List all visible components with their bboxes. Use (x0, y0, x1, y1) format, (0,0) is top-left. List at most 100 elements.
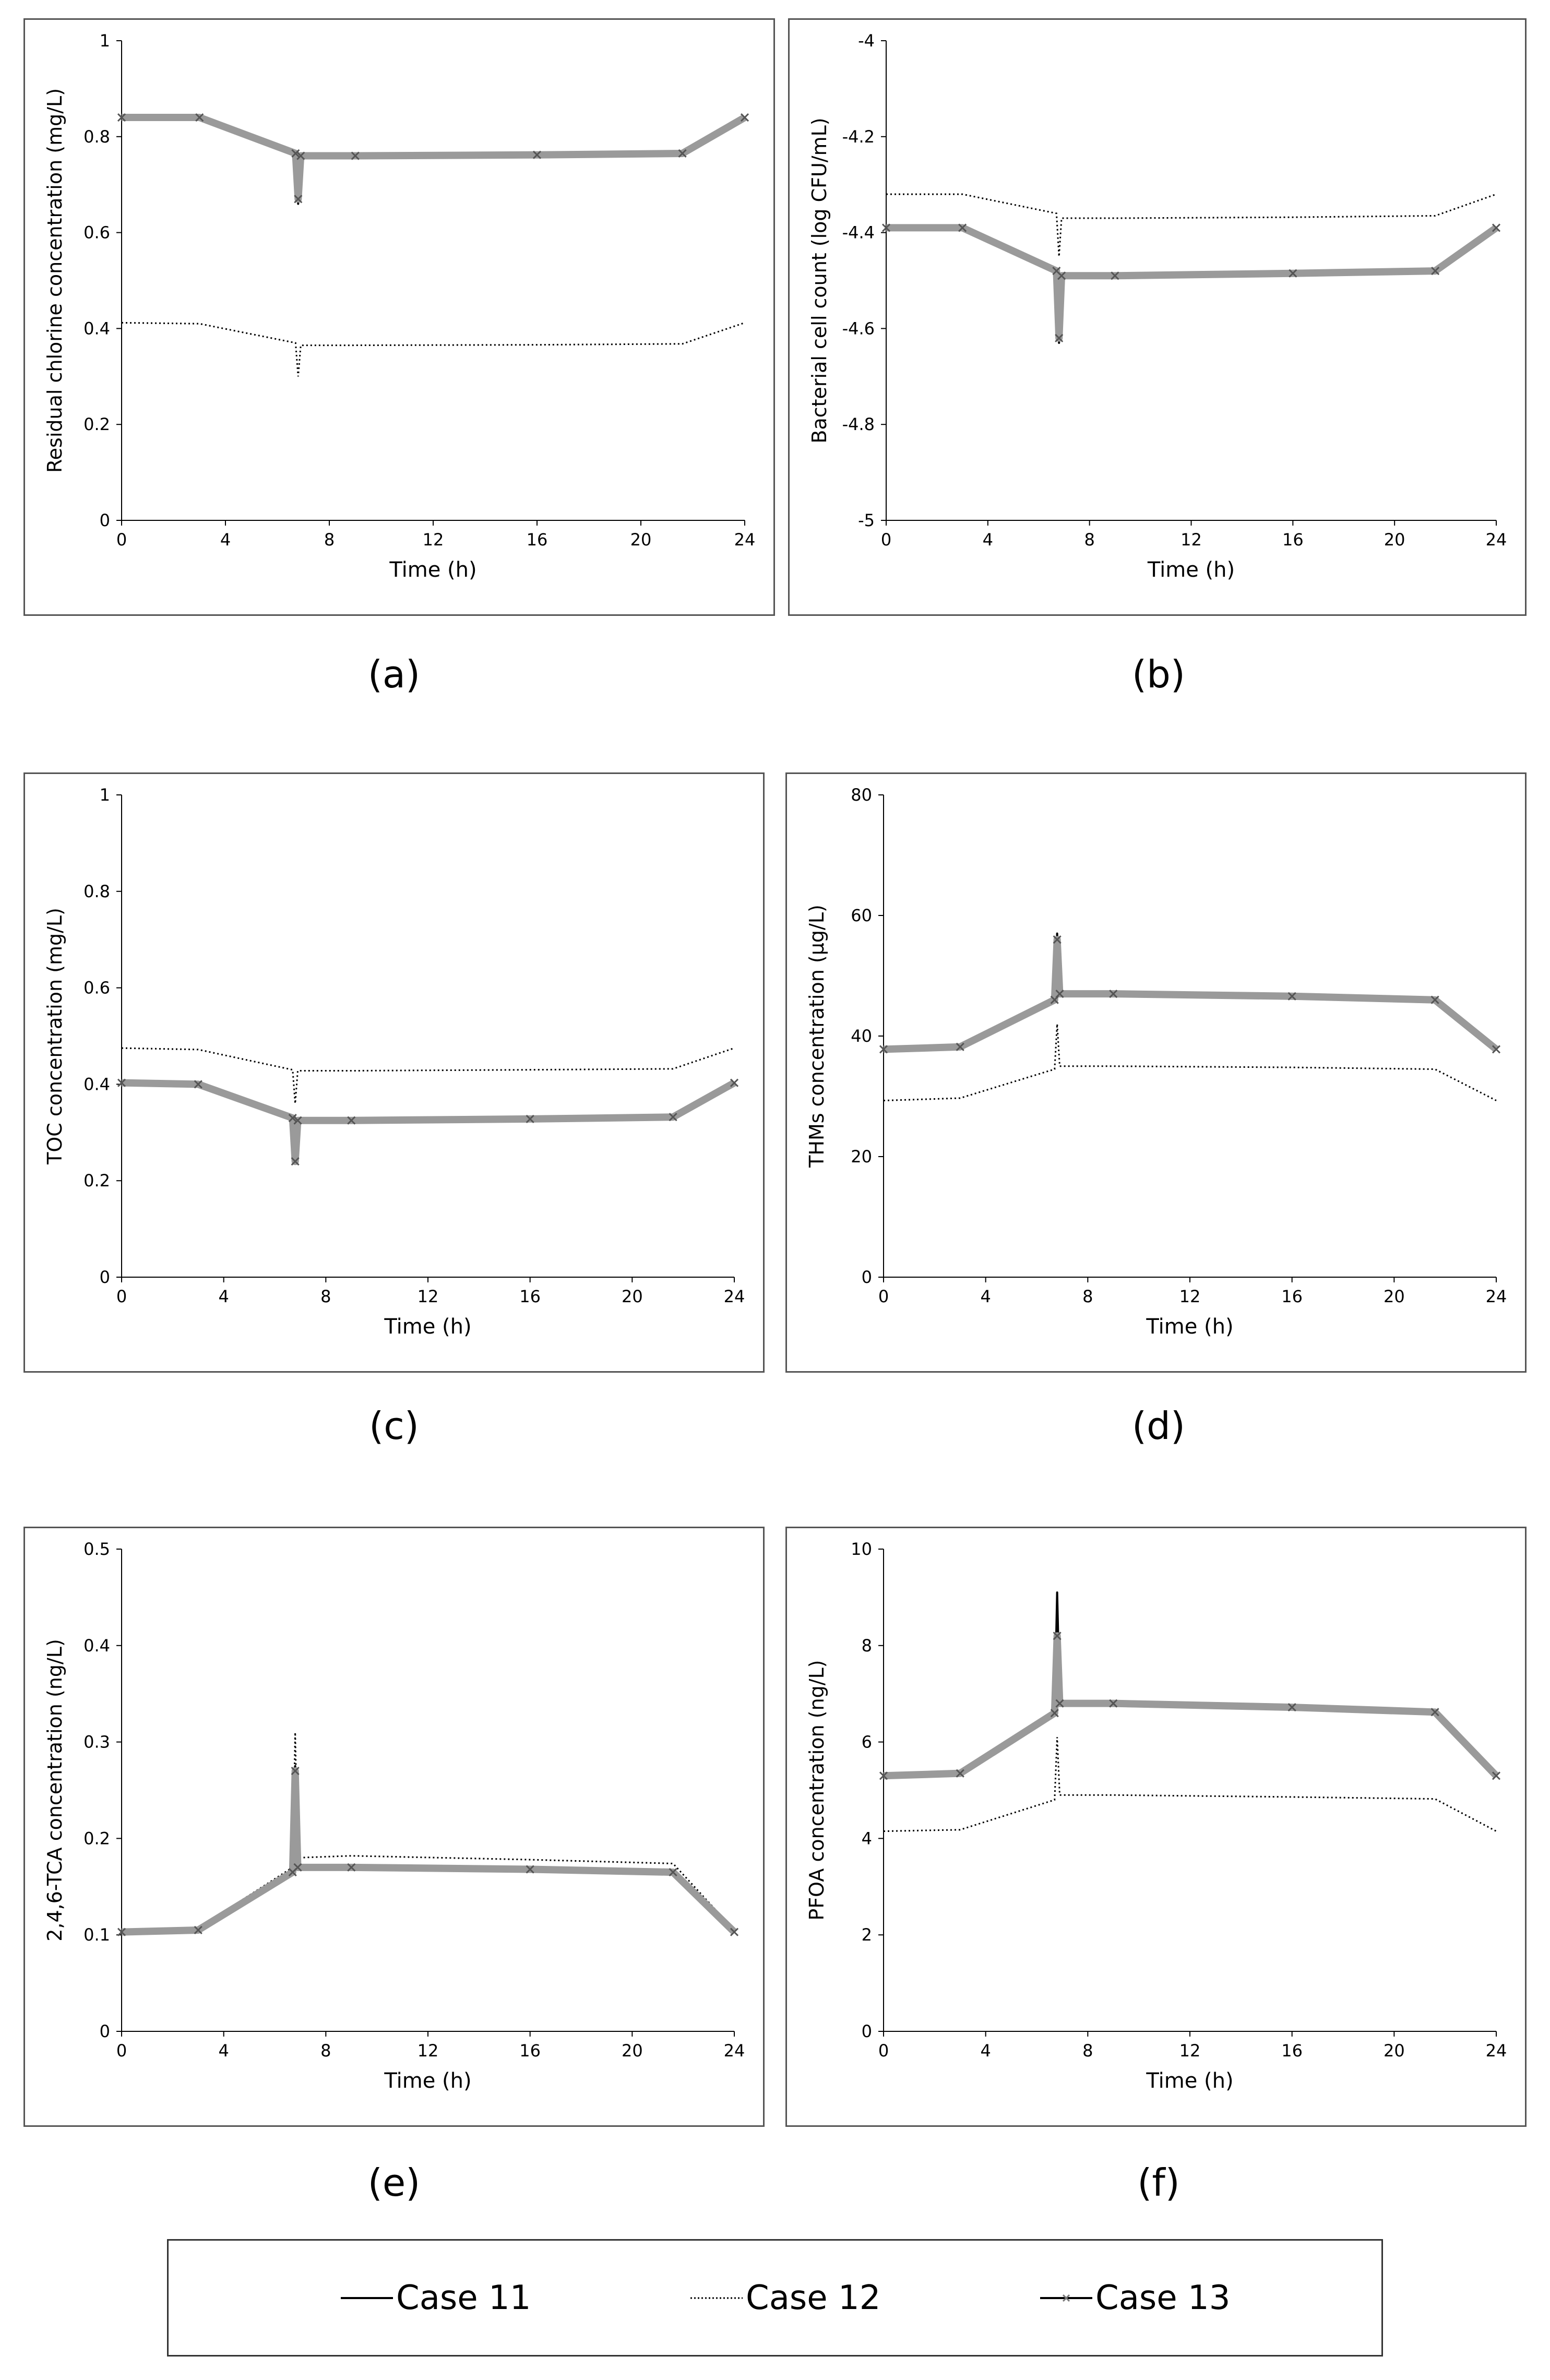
x-axis-title: Time (h) (1146, 1315, 1233, 1339)
legend-item-case-12: Case 12 (690, 2241, 880, 2355)
x-tick-label: 12 (418, 2041, 439, 2061)
series-marker-case-13 (730, 1927, 739, 1936)
y-tick-label: 6 (862, 1732, 872, 1752)
series-line-case-12 (121, 322, 745, 377)
series-marker-case-13 (881, 223, 891, 232)
x-tick-label: 8 (320, 1287, 331, 1306)
series-marker-case-13 (532, 150, 542, 159)
series-line-case-11 (122, 116, 745, 205)
series-marker-case-13 (1287, 1703, 1296, 1712)
series-marker-case-13 (1053, 935, 1062, 944)
legend-label-case-11: Case 11 (396, 2278, 531, 2317)
x-tick-label: 4 (980, 1287, 991, 1306)
x-tick-label: 4 (980, 2041, 991, 2061)
y-tick-label: 20 (851, 1147, 872, 1167)
series-line-case-13 (121, 1767, 737, 1936)
x-tick-label: 8 (1082, 2041, 1093, 2061)
y-tick-label: 0 (100, 1267, 110, 1287)
y-tick-label: 10 (851, 1539, 872, 1559)
x-tick-label: 8 (320, 2041, 331, 2061)
series-line-case-11 (121, 1765, 735, 1933)
series-marker-case-13 (956, 1769, 964, 1778)
x-tick-label: 8 (1084, 530, 1094, 550)
y-tick-label: 0.8 (84, 882, 110, 901)
caption-a: (a) (367, 652, 421, 696)
x-tick-label: 16 (1281, 2041, 1303, 2061)
x-tick-label: 24 (724, 2041, 745, 2061)
x-tick-label: 20 (1384, 530, 1405, 550)
x-axis-title: Time (h) (1147, 558, 1235, 582)
series-marker-case-13 (678, 149, 687, 158)
x-tick-label: 12 (1181, 530, 1202, 550)
series-marker-case-13 (1111, 271, 1119, 280)
caption-c: (c) (369, 1404, 419, 1448)
y-tick-label: 1 (100, 31, 110, 51)
x-tick-label: 24 (1486, 530, 1507, 550)
chart-panel-a: 0 0.2 0.4 0.6 0.8 1 0 4 8 12 16 20 24 Time (h) Residua… (23, 18, 775, 616)
x-tick-label: 12 (423, 530, 444, 550)
y-tick-label: -5 (858, 510, 875, 530)
legend-swatch-case-12 (690, 2297, 743, 2299)
x-tick-label: 20 (622, 2041, 643, 2061)
legend-item-case-13: Case 13 (1040, 2241, 1230, 2355)
y-tick-label: 0.5 (84, 1539, 110, 1559)
x-tick-label: 16 (519, 2041, 541, 2061)
chart-d-svg: 0 20 40 60 80 0 4 8 12 16 20 24 Time (h) THMs concent… (805, 785, 1507, 1339)
legend-label-case-12: Case 12 (746, 2278, 881, 2317)
series-marker-case-13 (1431, 267, 1440, 276)
y-tick-label: 0.2 (84, 1828, 110, 1848)
chart-a-svg: 0 0.2 0.4 0.6 0.8 1 0 4 8 12 16 20 24 Time (h) Residua… (43, 31, 756, 582)
series-marker-case-13 (117, 1078, 126, 1087)
series-marker-case-13 (1053, 1632, 1062, 1640)
series-marker-case-13 (194, 1080, 202, 1089)
series-line-case-12 (121, 1732, 735, 1931)
series-marker-case-13 (117, 113, 126, 122)
series-marker-case-13 (956, 1042, 964, 1051)
y-axis-title: Residual chlorine concentration (mg/L) (43, 88, 66, 473)
x-axis-title: Time (h) (384, 1315, 471, 1339)
x-tick-label: 8 (324, 530, 335, 550)
y-tick-label: 1 (100, 785, 110, 805)
series-marker-case-13 (291, 1766, 300, 1776)
series-marker-case-13 (117, 1927, 126, 1936)
series-marker-case-13 (669, 1113, 677, 1122)
x-axis-title: Time (h) (384, 2069, 471, 2093)
x-tick-label: 0 (116, 1287, 127, 1306)
x-tick-label: 16 (527, 530, 548, 550)
series-marker-case-13 (291, 1157, 300, 1166)
y-tick-label: 60 (851, 906, 872, 925)
x-axis-title: Time (h) (389, 558, 476, 582)
series-marker-case-13 (194, 1925, 202, 1935)
series-marker-case-13 (1492, 1771, 1501, 1780)
caption-b: (b) (1132, 652, 1185, 696)
x-tick-label: 12 (418, 1287, 439, 1306)
series-marker-case-13 (296, 151, 305, 160)
series-marker-case-13 (195, 113, 204, 122)
x-tick-label: 12 (1179, 1287, 1201, 1306)
chart-panel-e: 0 0.1 0.2 0.3 0.4 0.5 0 4 8 12 16 20 24 Time (h) 2,4,6… (23, 1527, 765, 2127)
y-tick-label: -4.2 (842, 127, 875, 147)
y-tick-label: -4.4 (842, 223, 875, 243)
series-marker-case-13 (291, 149, 300, 158)
x-tick-label: 24 (1486, 1287, 1507, 1306)
series-marker-case-13 (879, 1771, 888, 1780)
x-tick-label: 0 (878, 2041, 889, 2061)
y-tick-label: 0.6 (84, 978, 110, 998)
x-tick-label: 0 (878, 1287, 889, 1306)
x-tick-label: 20 (630, 530, 652, 550)
series-marker-case-13 (1492, 223, 1501, 232)
series-marker-case-13 (1492, 1045, 1501, 1054)
y-tick-label: 0 (862, 1267, 872, 1287)
chart-panel-d: 0 20 40 60 80 0 4 8 12 16 20 24 Time (h) THMs concent… (785, 772, 1527, 1373)
series-marker-case-13 (879, 1045, 888, 1054)
series-marker-case-13 (1050, 1709, 1059, 1718)
series-marker-case-13 (294, 195, 303, 204)
series-marker-case-13 (1055, 334, 1064, 342)
x-tick-label: 24 (734, 530, 756, 550)
chart-c-svg: 0 0.2 0.4 0.6 0.8 1 0 4 8 12 16 20 24 Time (h) TOC con… (43, 785, 745, 1339)
chart-e-svg: 0 0.1 0.2 0.3 0.4 0.5 0 4 8 12 16 20 24 Time (h) 2,4,6… (43, 1539, 745, 2093)
legend: Case 11 Case 12 Case 13 (167, 2239, 1383, 2357)
x-tick-label: 16 (1282, 530, 1304, 550)
y-tick-label: 0.4 (84, 1636, 110, 1656)
caption-f: (f) (1137, 2161, 1180, 2205)
